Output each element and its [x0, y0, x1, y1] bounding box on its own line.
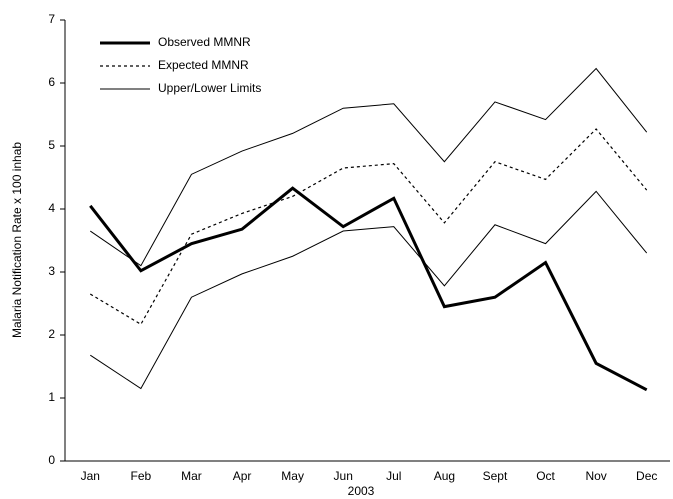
legend-label: Upper/Lower Limits — [158, 81, 261, 95]
legend-label: Observed MMNR — [158, 35, 251, 49]
x-tick-label: Apr — [233, 469, 252, 483]
x-tick-label: Oct — [536, 469, 555, 483]
series-line — [89, 186, 648, 392]
y-tick-label: 7 — [48, 12, 55, 26]
y-tick-label: 4 — [48, 201, 55, 215]
x-tick-label: Sept — [483, 469, 508, 483]
x-tick-label: Jan — [81, 469, 100, 483]
x-tick-label: Jun — [334, 469, 353, 483]
x-tick-label: Dec — [636, 469, 657, 483]
x-tick-label: Jul — [386, 469, 401, 483]
y-tick-label: 6 — [48, 75, 55, 89]
x-tick-label: Mar — [181, 469, 202, 483]
x-tick-label: Feb — [131, 469, 152, 483]
x-tick-label: Nov — [585, 469, 606, 483]
series-line — [89, 128, 648, 326]
x-tick-label: Aug — [434, 469, 455, 483]
y-tick-label: 1 — [48, 390, 55, 404]
x-axis-label: 2003 — [348, 484, 375, 498]
y-axis-label: Malaria Notification Rate x 100 inhab — [10, 142, 24, 338]
y-tick-label: 0 — [48, 453, 55, 467]
x-tick-label: May — [281, 469, 304, 483]
series-line — [90, 190, 648, 390]
y-tick-label: 5 — [48, 138, 55, 152]
y-tick-label: 3 — [48, 264, 55, 278]
series-line — [90, 67, 648, 267]
y-tick-label: 2 — [48, 327, 55, 341]
legend-label: Expected MMNR — [158, 58, 249, 72]
